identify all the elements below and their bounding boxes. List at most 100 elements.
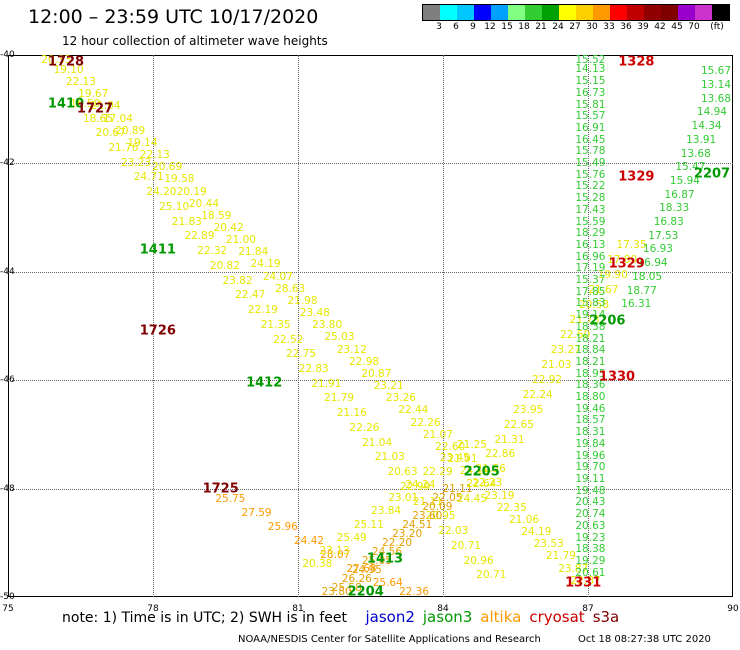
wave-height-value: 23.95	[513, 403, 544, 416]
color-swatch	[576, 5, 593, 20]
longitude-tick: 90	[727, 604, 739, 614]
map-frame	[8, 55, 733, 597]
wave-height-value: 16.31	[621, 298, 652, 311]
longitude-tick: 87	[582, 604, 594, 614]
wave-height-value: 24.51	[402, 518, 433, 531]
wave-height-value: 20.71	[450, 539, 481, 552]
wave-height-value: 27.68	[346, 563, 377, 576]
wave-height-value: 18.21	[575, 332, 606, 345]
wave-height-value: 17.80	[607, 253, 638, 266]
legend: note: 1) Time is in UTC; 2) SWH is in fe…	[62, 608, 627, 626]
wave-height-value: 15.83	[575, 297, 606, 310]
pass-time-label: 1328	[618, 54, 655, 70]
wave-height-value: 21.11	[442, 482, 473, 495]
wave-height-value: 23.19	[484, 489, 515, 502]
color-swatch	[644, 5, 661, 20]
wave-height-value: 22.87	[570, 574, 601, 587]
wave-height-value: 19.96	[575, 449, 606, 462]
color-scale-tick: 33	[603, 22, 615, 32]
wave-height-value: 21.79	[545, 550, 576, 563]
wave-height-value: 24.42	[294, 535, 325, 548]
wave-height-value: 15.59	[575, 215, 606, 228]
wave-height-value: 19.14	[575, 309, 606, 322]
wave-height-value: 23.21	[373, 380, 404, 393]
wave-height-value: 17.43	[575, 203, 606, 216]
legend-satellite-jason3: jason3	[422, 608, 473, 626]
wave-height-value: 18.38	[575, 320, 606, 333]
color-scale-tick: 12	[484, 22, 496, 32]
wave-height-value: 24.45	[456, 493, 488, 506]
wave-height-value: 21.11	[412, 495, 443, 508]
wave-height-value: 21.04	[90, 100, 121, 113]
wave-height-value: 20.58	[578, 298, 609, 311]
color-scale-tick: 30	[586, 22, 598, 32]
wave-height-value: 19.14	[127, 136, 158, 149]
wave-height-value: 20.19	[176, 185, 207, 198]
wave-height-value: 21.31	[494, 433, 525, 446]
pass-time-label: 1411	[139, 242, 176, 258]
wave-height-value: 25.05	[361, 554, 392, 567]
wave-height-value: 17.85	[575, 285, 606, 298]
wave-height-value: 21.67	[588, 283, 619, 296]
latitude-tick: -42	[0, 158, 15, 169]
wave-height-value: 23.87	[558, 562, 589, 575]
color-swatch	[457, 5, 474, 20]
wave-height-value: 19.48	[575, 484, 606, 497]
wave-height-value: 22.98	[349, 355, 380, 368]
wave-height-value: 15.78	[575, 145, 606, 158]
wave-height-value: 22.19	[247, 304, 278, 317]
legend-satellite-cryosat: cryosat	[529, 608, 585, 626]
wave-height-value: 22.52	[273, 333, 304, 346]
wave-height-value: 16.13	[575, 238, 606, 251]
wave-height-value: 20.43	[575, 496, 606, 509]
wave-height-value: 24.19	[250, 258, 281, 271]
wave-height-value: 15.47	[675, 161, 706, 174]
pass-time-label: 2206	[589, 313, 626, 329]
color-scale-tick: 39	[637, 22, 649, 32]
wave-height-value: 20.44	[188, 197, 220, 210]
color-swatch	[712, 5, 729, 20]
wave-height-value: 28.63	[275, 282, 306, 295]
wave-height-value: 22.13	[139, 149, 170, 162]
color-scale-tick: 9	[470, 22, 476, 32]
wave-height-value: 23.48	[299, 307, 330, 320]
wave-height-value: 22.29	[422, 465, 453, 478]
wave-height-value: 16.45	[575, 133, 606, 146]
wave-height-value: 16.94	[637, 257, 668, 270]
wave-height-value: 22.26	[410, 416, 441, 429]
wave-height-value: 21.25	[456, 439, 488, 452]
wave-height-value: 14.94	[696, 106, 727, 119]
wave-height-value: 17.53	[648, 229, 679, 242]
wave-height-value: 25.49	[336, 531, 367, 544]
wave-height-value: 20.95	[425, 510, 456, 523]
wave-height-value: 19.46	[575, 402, 606, 415]
wave-height-value: 13.91	[686, 133, 717, 146]
wave-height-value: 24.95	[351, 563, 382, 576]
latitude-tick: -44	[0, 266, 15, 277]
pass-time-label: 1413	[366, 551, 404, 567]
wave-height-value: 15.28	[575, 192, 606, 205]
wave-height-value: 18.65	[82, 112, 114, 125]
wave-height-value: 22.99	[400, 480, 431, 493]
wave-height-value: 22.35	[496, 501, 527, 514]
longitude-tick: 81	[292, 604, 304, 614]
color-swatch	[440, 5, 457, 20]
wave-height-value: 21.91	[447, 453, 478, 466]
color-swatch	[542, 5, 559, 20]
color-scale-ticks: 3 6 9 12 15 18 21 24 27 30 33 36 39 42 45 70 (ft)	[422, 22, 740, 34]
wave-height-value: 23.80	[312, 319, 343, 332]
wave-height-value: 23.13	[319, 545, 350, 558]
wave-height-value: 16.83	[653, 216, 684, 229]
wave-height-value: 25.11	[353, 518, 384, 531]
wave-height-value: 20.82	[209, 259, 240, 272]
color-swatch	[661, 5, 678, 20]
latitude-tick: -48	[0, 483, 15, 494]
pass-time-label: 1331	[565, 575, 602, 591]
wave-height-value: 24.07	[262, 270, 293, 283]
color-swatch	[423, 5, 440, 20]
wave-height-value: 20.89	[115, 124, 146, 137]
color-swatch	[610, 5, 627, 20]
wave-height-value: 24.20	[146, 186, 177, 199]
latitude-tick: -46	[0, 375, 15, 386]
wave-height-value: 16.59	[70, 97, 101, 110]
